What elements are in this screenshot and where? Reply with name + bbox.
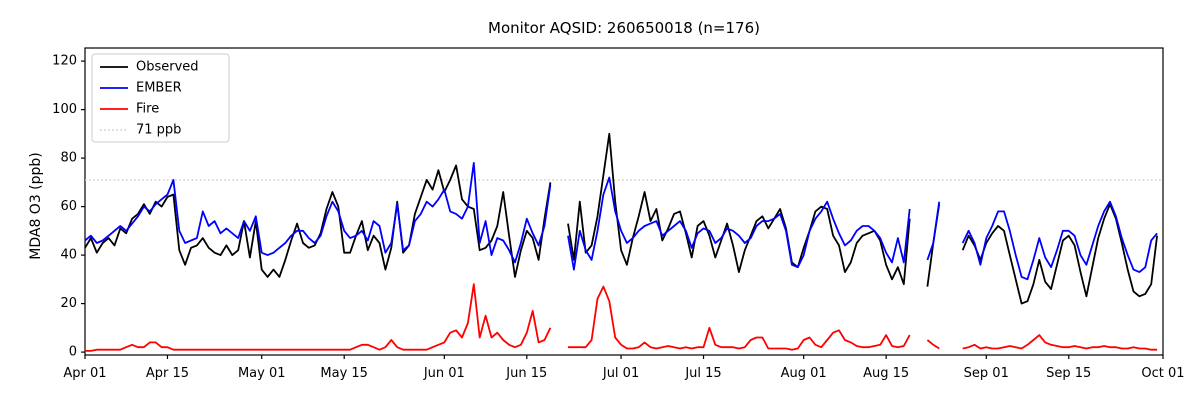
- x-tick-label: Jun 01: [423, 366, 465, 381]
- plot-area: [84, 47, 1164, 356]
- x-tick-label: Aug 01: [781, 366, 827, 381]
- legend-label-ember: EMBER: [136, 81, 182, 96]
- x-tick-label: May 15: [320, 366, 368, 381]
- x-tick-label: Jul 15: [684, 366, 721, 381]
- y-tick-label: 40: [60, 248, 77, 263]
- x-tick-label: Apr 01: [63, 366, 106, 381]
- legend-item-fire: Fire: [100, 102, 159, 117]
- y-tick-label: 100: [52, 102, 77, 117]
- legend-label-fire: Fire: [136, 102, 159, 117]
- fire-line: [85, 283, 1158, 352]
- x-tick-label: Sep 01: [964, 366, 1009, 381]
- y-tick-label: 60: [60, 199, 77, 214]
- x-tick-label: Sep 15: [1046, 366, 1091, 381]
- y-axis-label: MDA8 O3 (ppb): [28, 152, 44, 260]
- chart-title: Monitor AQSID: 260650018 (n=176): [488, 19, 760, 37]
- x-tick-label: Apr 15: [146, 366, 189, 381]
- legend-label-observed: Observed: [136, 60, 199, 75]
- x-tick-label: May 01: [238, 366, 286, 381]
- y-tick-label: 20: [60, 296, 77, 311]
- observed-line: [84, 132, 1158, 305]
- legend: Observed EMBER Fire 71 ppb: [91, 53, 230, 143]
- x-tick-label: Oct 01: [1141, 366, 1184, 381]
- x-axis-tick-labels: Apr 01 Apr 15 May 01 May 15 Jun 01 Jun 15 Jul …: [63, 355, 1185, 381]
- y-tick-label: 120: [52, 54, 77, 69]
- chart-layers: 0 20 40 60 80 100 120 Apr 01 Apr 15 May 01 May 15 J…: [52, 54, 1184, 381]
- y-axis-tick-labels: 0 20 40 60 80 100 120: [52, 54, 85, 360]
- y-tick-label: 0: [69, 345, 77, 360]
- x-tick-label: Aug 15: [863, 366, 909, 381]
- x-tick-label: Jun 15: [505, 366, 547, 381]
- legend-item-ember: EMBER: [100, 81, 182, 96]
- legend-label-threshold: 71 ppb: [136, 123, 181, 138]
- legend-box: [91, 53, 230, 143]
- x-tick-label: Jul 01: [602, 366, 639, 381]
- y-tick-label: 80: [60, 151, 77, 166]
- ember-line: [84, 162, 1158, 281]
- legend-item-threshold: 71 ppb: [100, 123, 181, 138]
- legend-item-observed: Observed: [100, 60, 199, 75]
